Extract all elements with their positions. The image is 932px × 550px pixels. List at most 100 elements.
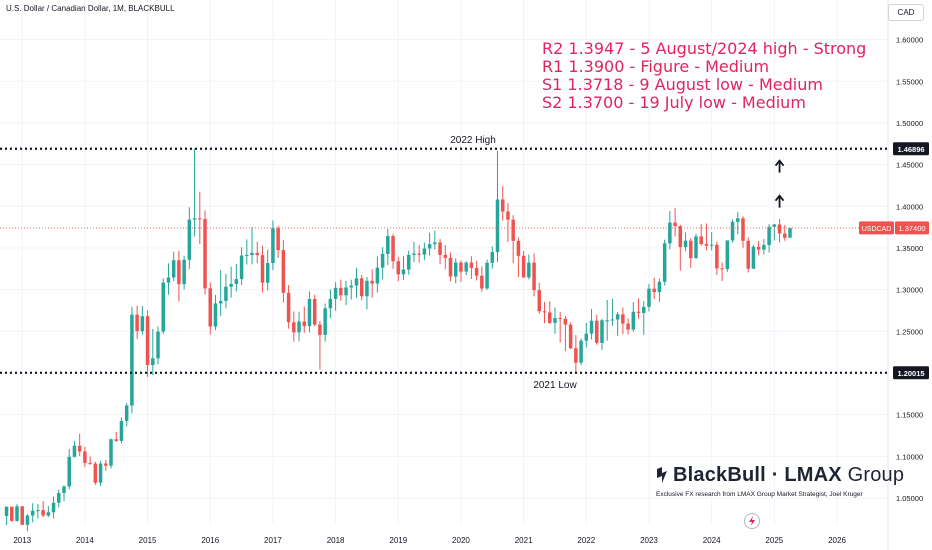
candle [255,241,260,264]
candle [683,232,688,252]
y-tick-label: 1.60000 [896,36,923,45]
candle-body [391,236,395,262]
candle-body [307,299,312,327]
candle [365,277,369,310]
candle-body [77,445,82,452]
candle [500,186,505,221]
candle [114,431,118,442]
candle [260,245,265,293]
candle [783,225,787,241]
candle-body [417,253,421,255]
symbol-title[interactable]: U.S. Dollar / Canadian Dollar, 1M, BLACK… [6,4,175,13]
candle-body [161,282,165,332]
candle-body [715,244,719,269]
candle-body [553,318,557,323]
candle-body [453,262,458,277]
y-tick-label: 1.50000 [896,119,923,128]
candle [788,227,792,238]
chart-axes: 1.050001.100001.150001.200001.250001.300… [13,0,929,550]
candle-body [224,286,228,301]
candle-body [720,268,724,270]
candle-body [328,298,333,309]
candle [594,314,599,345]
candle [312,294,317,327]
candle-body [292,322,296,333]
candle [579,338,583,365]
candle [250,227,254,265]
candle [318,321,322,370]
candle-body [10,506,14,521]
candle [349,279,354,300]
high-tag-bg [893,142,929,156]
candle-body [370,280,374,284]
candle [527,254,531,280]
candle-body [689,240,693,259]
candle [642,301,646,335]
candle-body [568,324,573,349]
candle-body [271,228,275,264]
candle [51,496,56,519]
candle [140,306,145,335]
candle [453,258,458,284]
candle [448,252,453,282]
x-tick-label: 2014 [76,536,94,545]
candle-body [51,502,56,513]
brand-separator: · [771,464,779,486]
candle-body [443,254,448,258]
y-tick-label: 1.05000 [896,494,923,503]
x-tick-label: 2025 [765,536,783,545]
level-r2: R2 1.3947 - 5 August/2024 high - Strong [542,39,867,58]
candle-body [527,262,531,278]
candle-body [699,236,703,244]
candle-body [495,199,500,253]
candle-body [239,255,244,280]
candle-body [218,300,223,304]
candle [725,240,730,273]
candle [98,460,103,487]
candle-body [386,236,390,254]
candle [621,307,625,335]
candle [511,215,515,264]
candle-body [302,321,307,327]
candle-body [433,242,437,245]
candle-body [119,420,124,441]
candle-body [704,244,709,246]
candle-body [480,275,484,289]
candle-body [657,281,662,293]
candle-body [4,506,9,516]
brand-mid: LMAX [784,464,842,486]
x-tick-label: 2022 [577,536,595,545]
candle [198,191,202,245]
candle [438,239,442,265]
candle [485,259,489,290]
candle [386,228,390,266]
candle [161,278,165,335]
lightning-bolt-icon[interactable] [744,513,760,529]
candle-body [542,311,547,313]
candle [119,417,124,444]
candle [375,256,380,293]
candle [177,250,181,302]
candle [192,148,197,237]
candle-body [631,311,636,330]
candle [542,301,547,324]
candle-body [297,321,301,333]
candle-body [459,262,463,272]
candle [605,300,609,341]
candle [297,311,301,342]
candle [281,240,286,303]
currency-badge[interactable]: CAD [888,4,924,21]
candle-body [349,285,354,288]
candle [77,433,82,457]
candle [469,256,474,280]
candle-body [406,254,411,270]
candle-body [36,510,40,512]
candle-body [532,262,536,291]
candle-body [46,512,51,516]
candle-body [234,279,239,284]
candle-body [636,311,641,313]
candle [537,282,542,314]
candle-body [438,242,442,255]
candle-body [683,240,688,248]
